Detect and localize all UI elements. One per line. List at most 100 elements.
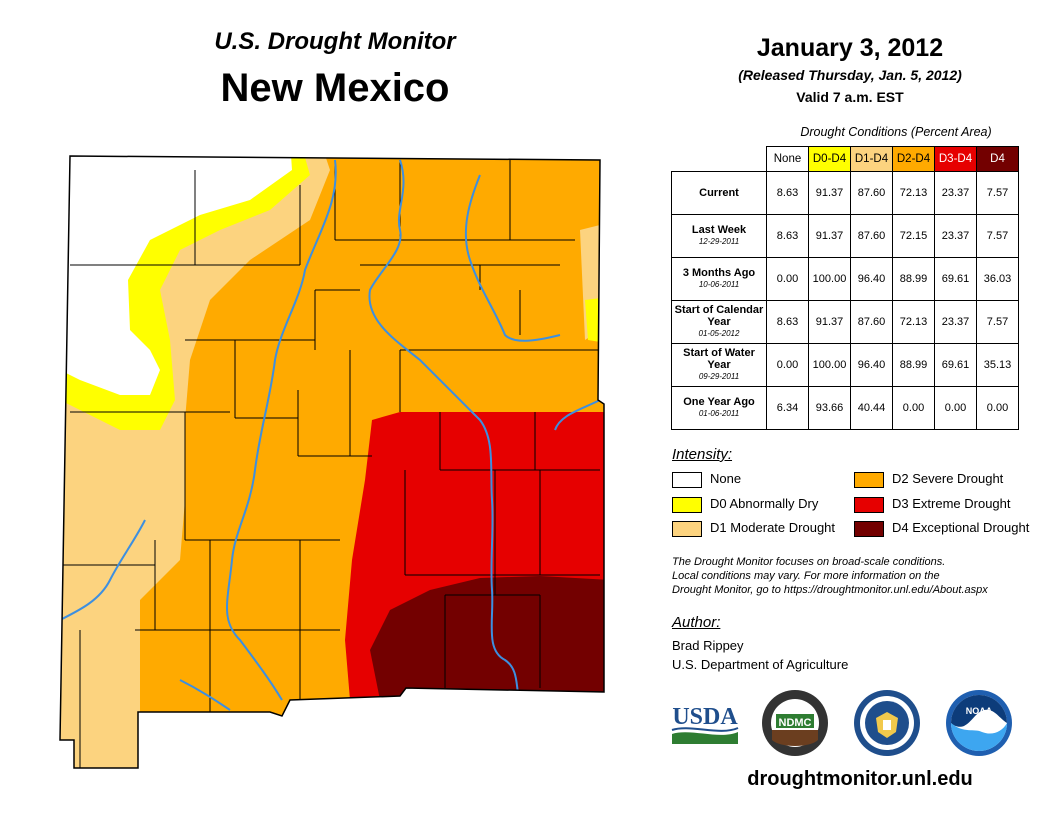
legend-swatch — [854, 471, 884, 488]
row-label: One Year Ago — [683, 396, 755, 408]
row-header: Start of Calendar Year 01-05-2012 — [671, 300, 767, 344]
row-label: Start of Water Year — [683, 347, 755, 371]
note-line: The Drought Monitor focuses on broad-sca… — [672, 556, 946, 568]
legend-title: Intensity: — [672, 446, 733, 463]
table-row: 3 Months Ago 10-06-2011 0.00 100.00 96.40 88.… — [671, 257, 1019, 301]
legend-item-d1: D1 Moderate Drought — [672, 520, 836, 537]
disclaimer-note: The Drought Monitor focuses on broad-sca… — [672, 555, 1042, 597]
row-header: Last Week 12-29-2011 — [671, 214, 767, 258]
row-label: Start of Calendar Year — [674, 304, 764, 328]
state-outline — [59, 155, 605, 769]
table-cell: 91.37 — [808, 214, 851, 258]
none-area — [60, 156, 292, 395]
legend-label: D4 Exceptional Drought — [892, 520, 1030, 535]
legend-item-d2: D2 Severe Drought — [854, 471, 1004, 488]
row-date: 12-29-2011 — [698, 237, 740, 246]
column-header: D3-D4 — [934, 146, 977, 172]
map-date: January 3, 2012 — [756, 34, 944, 62]
table-cell: 0.00 — [892, 386, 935, 430]
legend-label: D3 Extreme Drought — [892, 496, 1011, 511]
row-date: 09-29-2011 — [698, 372, 740, 381]
table-cell: 91.37 — [808, 300, 851, 344]
table-cell: 69.61 — [934, 257, 977, 301]
table-cell: 100.00 — [808, 257, 851, 301]
table-cell: 35.13 — [976, 343, 1019, 387]
drought-map — [59, 155, 605, 769]
table-cell: 23.37 — [934, 171, 977, 215]
usda-logo-text: USDA — [672, 704, 738, 730]
rivers — [60, 159, 601, 711]
table-cell: 6.34 — [766, 386, 809, 430]
row-header: Current — [671, 171, 767, 215]
legend-label: D2 Severe Drought — [892, 471, 1004, 486]
column-header: D0-D4 — [808, 146, 851, 172]
noaa-logo: NOAA — [946, 690, 1012, 756]
legend-item-d3: D3 Extreme Drought — [854, 496, 1011, 513]
author-name: Brad Rippey — [672, 638, 744, 653]
table-cell: 69.61 — [934, 343, 977, 387]
table-cell: 8.63 — [766, 300, 809, 344]
legend-label: D0 Abnormally Dry — [710, 496, 819, 511]
map-title: New Mexico — [220, 66, 450, 110]
column-header: D1-D4 — [850, 146, 893, 172]
table-cell: 0.00 — [934, 386, 977, 430]
ndmc-logo: NDMC — [762, 690, 828, 756]
author-label: Author: — [672, 614, 721, 631]
legend-label: None — [710, 471, 742, 486]
table-cell: 87.60 — [850, 300, 893, 344]
table-cell: 0.00 — [766, 343, 809, 387]
table-row: Start of Calendar Year 01-05-2012 8.63 91.3… — [671, 300, 1019, 344]
table-row: One Year Ago 01-06-2011 6.34 93.66 40.44 0.00… — [671, 386, 1019, 430]
column-header: D2-D4 — [892, 146, 935, 172]
table-cell: 87.60 — [850, 171, 893, 215]
legend-swatch — [672, 520, 702, 537]
legend-label: D1 Moderate Drought — [710, 520, 836, 535]
valid-time: Valid 7 a.m. EST — [796, 89, 904, 105]
table-caption: Drought Conditions (Percent Area) — [800, 125, 992, 139]
map-subtitle: U.S. Drought Monitor — [214, 28, 456, 55]
noaa-logo-text: NOAA — [966, 706, 993, 716]
row-header: 3 Months Ago 10-06-2011 — [671, 257, 767, 301]
legend-item-d0: D0 Abnormally Dry — [672, 496, 819, 513]
table-cell: 23.37 — [934, 300, 977, 344]
row-label: Last Week — [691, 224, 747, 236]
note-line: Local conditions may vary. For more info… — [672, 570, 940, 582]
table-cell: 0.00 — [976, 386, 1019, 430]
row-date: 01-06-2011 — [698, 409, 740, 418]
commerce-seal-icon — [854, 690, 920, 756]
table-cell: 7.57 — [976, 300, 1019, 344]
row-label: Current — [699, 187, 739, 199]
d4-area — [370, 576, 604, 700]
row-header: Start of Water Year 09-29-2011 — [671, 343, 767, 387]
row-date: 10-06-2011 — [698, 280, 740, 289]
table-cell: 88.99 — [892, 257, 935, 301]
release-date: (Released Thursday, Jan. 5, 2012) — [738, 67, 962, 83]
table-cell: 0.00 — [766, 257, 809, 301]
table-cell: 72.13 — [892, 300, 935, 344]
table-cell: 23.37 — [934, 214, 977, 258]
legend-swatch — [672, 496, 702, 513]
table-corner — [672, 147, 767, 172]
table-cell: 8.63 — [766, 171, 809, 215]
row-header: One Year Ago 01-06-2011 — [671, 386, 767, 430]
column-header: D4 — [976, 146, 1019, 172]
table-header-row: None D0-D4 D1-D4 D2-D4 D3-D4 D4 — [672, 146, 1019, 172]
legend-item-none: None — [672, 471, 742, 488]
table-cell: 88.99 — [892, 343, 935, 387]
table-cell: 8.63 — [766, 214, 809, 258]
table-cell: 7.57 — [976, 214, 1019, 258]
table-cell: 7.57 — [976, 171, 1019, 215]
table-row: Start of Water Year 09-29-2011 0.00 100.00 9… — [671, 343, 1019, 387]
row-date: 01-05-2012 — [698, 329, 740, 338]
website-url[interactable]: droughtmonitor.unl.edu — [747, 768, 973, 790]
table-cell: 91.37 — [808, 171, 851, 215]
table-cell: 40.44 — [850, 386, 893, 430]
legend-swatch — [854, 496, 884, 513]
table-row: Last Week 12-29-2011 8.63 91.37 87.60 72.15 23… — [671, 214, 1019, 258]
table-cell: 36.03 — [976, 257, 1019, 301]
table-cell: 96.40 — [850, 257, 893, 301]
legend-item-d4: D4 Exceptional Drought — [854, 520, 1030, 537]
usda-logo: USDA — [671, 704, 739, 744]
ndmc-logo-text: NDMC — [779, 717, 812, 729]
table-cell: 87.60 — [850, 214, 893, 258]
